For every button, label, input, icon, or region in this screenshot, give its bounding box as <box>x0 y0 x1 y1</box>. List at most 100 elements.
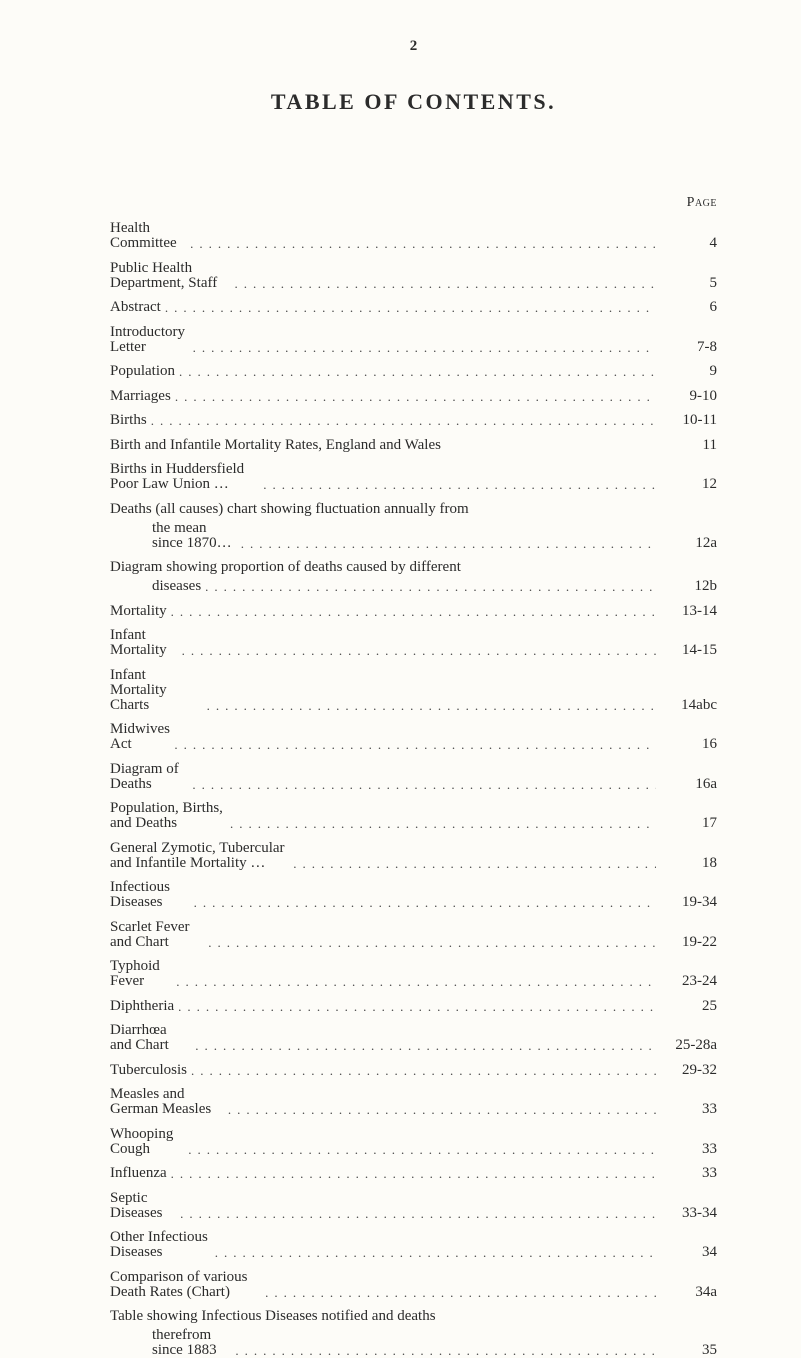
toc-entry-page: 25 <box>656 999 717 1014</box>
toc-entry-page: 9 <box>656 364 717 379</box>
toc-leader-dots: ........................................… <box>188 1143 656 1157</box>
toc-entry-page: 25-28a <box>656 1038 717 1053</box>
toc-entry: Table showing Infectious Diseases notifi… <box>110 1309 717 1358</box>
toc-entry-label: Infant Mortality <box>110 628 182 658</box>
toc-entry-page: 14abc <box>656 698 717 713</box>
toc-entry-page: 6 <box>656 300 717 315</box>
toc-entry-label: Midwives Act <box>110 722 174 752</box>
toc-entry-label: Infant Mortality Charts <box>110 668 207 713</box>
toc-entry: Other Infectious Diseases...............… <box>110 1230 717 1260</box>
toc-entry-line2: therefrom since 1883....................… <box>110 1328 717 1358</box>
toc-entry: Measles and German Measles..............… <box>110 1087 717 1117</box>
toc-entry: Whooping Cough..........................… <box>110 1127 717 1157</box>
toc-entry-label: Births in Huddersfield Poor Law Union … <box>110 462 263 492</box>
toc-entry-page: 4 <box>656 236 717 251</box>
toc-leader-dots: ........................................… <box>165 301 656 315</box>
toc-entry-label: therefrom since 1883 <box>152 1328 235 1358</box>
toc-entry-label: the mean since 1870… <box>152 521 241 551</box>
toc-entry-label: Other Infectious Diseases <box>110 1230 215 1260</box>
toc-entry-page: 12b <box>656 579 717 594</box>
toc-leader-dots: ........................................… <box>171 1167 656 1181</box>
page: 2 TABLE OF CONTENTS. Page Health Committ… <box>0 0 801 1193</box>
toc-entry-label: General Zymotic, Tubercular and Infantil… <box>110 841 293 871</box>
toc-entry-page: 34 <box>656 1245 717 1260</box>
toc-entry-page: 10-11 <box>656 413 717 428</box>
toc-entry-page: 16a <box>656 777 717 792</box>
toc-leader-dots: ........................................… <box>180 1207 656 1221</box>
toc-list: Health Committee........................… <box>110 221 717 1358</box>
toc-entry: Midwives Act............................… <box>110 722 717 752</box>
toc-entry-label: Infectious Diseases <box>110 880 194 910</box>
toc-entry-line2: diseases................................… <box>110 579 717 594</box>
toc-leader-dots: ........................................… <box>171 605 656 619</box>
toc-leader-dots: ........................................… <box>208 936 656 950</box>
toc-entry: Public Health Department, Staff.........… <box>110 261 717 291</box>
toc-entry-page: 16 <box>656 737 717 752</box>
toc-entry: Diarrhœa and Chart......................… <box>110 1023 717 1053</box>
toc-leader-dots: ........................................… <box>230 817 656 831</box>
toc-entry: Deaths (all causes) chart showing fluctu… <box>110 502 717 551</box>
toc-entry-page: 34a <box>656 1285 717 1300</box>
toc-entry-line1: Table showing Infectious Diseases notifi… <box>110 1309 717 1324</box>
toc-entry-page: 33 <box>656 1166 717 1181</box>
toc-entry: Abstract................................… <box>110 300 717 315</box>
toc-leader-dots: ........................................… <box>192 778 656 792</box>
toc-entry-label: Health Committee <box>110 221 190 251</box>
toc-entry: Infant Mortality Charts.................… <box>110 668 717 713</box>
toc-entry-label: Influenza <box>110 1166 171 1181</box>
toc-entry-page: 12 <box>656 477 717 492</box>
toc-entry-label: Diarrhœa and Chart <box>110 1023 195 1053</box>
toc-entry-page: 13-14 <box>656 604 717 619</box>
toc-entry: Diphtheria..............................… <box>110 999 717 1014</box>
toc-entry-page: 14-15 <box>656 643 717 658</box>
toc-entry-label: Diagram of Deaths <box>110 762 192 792</box>
toc-entry-page: 23-24 <box>656 974 717 989</box>
toc-entry-label: Measles and German Measles <box>110 1087 228 1117</box>
toc-entry: Births in Huddersfield Poor Law Union ….… <box>110 462 717 492</box>
toc-entry-page: 9-10 <box>656 389 717 404</box>
toc-entry: Influenza...............................… <box>110 1166 717 1181</box>
toc-entry-page: 33 <box>656 1102 717 1117</box>
toc-leader-dots: ........................................… <box>234 277 656 291</box>
toc-leader-dots: ........................................… <box>293 857 656 871</box>
toc-entry: Mortality...............................… <box>110 604 717 619</box>
toc-entry-page: 33 <box>656 1142 717 1157</box>
toc-entry: Marriages...............................… <box>110 389 717 404</box>
toc-leader-dots: ........................................… <box>175 390 656 404</box>
toc-entry-label: Typhoid Fever <box>110 959 176 989</box>
toc-leader-dots: ........................................… <box>193 341 656 355</box>
toc-leader-dots: ........................................… <box>195 1039 656 1053</box>
toc-title: TABLE OF CONTENTS. <box>110 89 717 115</box>
toc-entry-label: Marriages <box>110 389 175 404</box>
toc-entry-page: 35 <box>656 1343 717 1358</box>
toc-entry: General Zymotic, Tubercular and Infantil… <box>110 841 717 871</box>
toc-entry-page: 5 <box>656 276 717 291</box>
toc-entry: Typhoid Fever...........................… <box>110 959 717 989</box>
toc-entry-page: 17 <box>656 816 717 831</box>
toc-entry: Infectious Diseases.....................… <box>110 880 717 910</box>
toc-entry-page: 33-34 <box>656 1206 717 1221</box>
toc-entry-label: diseases <box>152 579 205 594</box>
toc-leader-dots: ........................................… <box>235 1344 656 1358</box>
toc-entry-label: Abstract <box>110 300 165 315</box>
toc-entry-page: 19-22 <box>656 935 717 950</box>
toc-entry: Diagram of Deaths.......................… <box>110 762 717 792</box>
toc-entry-page: 12a <box>656 536 717 551</box>
toc-entry-line1: Deaths (all causes) chart showing fluctu… <box>110 502 717 517</box>
toc-entry-label: Tuberculosis <box>110 1063 191 1078</box>
toc-leader-dots: ........................................… <box>191 1064 656 1078</box>
toc-entry-page: 11 <box>656 438 717 453</box>
toc-entry-label: Mortality <box>110 604 171 619</box>
toc-entry-page: 19-34 <box>656 895 717 910</box>
toc-leader-dots: ........................................… <box>151 414 656 428</box>
toc-entry: Birth and Infantile Mortality Rates, Eng… <box>110 438 717 453</box>
toc-leader-dots: ........................................… <box>207 699 656 713</box>
toc-leader-dots: ........................................… <box>178 1000 656 1014</box>
toc-entry-label: Birth and Infantile Mortality Rates, Eng… <box>110 438 445 453</box>
toc-entry: Scarlet Fever and Chart.................… <box>110 920 717 950</box>
toc-leader-dots: ........................................… <box>182 644 656 658</box>
toc-entry: Comparison of various Death Rates (Chart… <box>110 1270 717 1300</box>
toc-leader-dots: ........................................… <box>174 738 656 752</box>
toc-entry: Infant Mortality........................… <box>110 628 717 658</box>
toc-leader-dots: ........................................… <box>228 1103 656 1117</box>
